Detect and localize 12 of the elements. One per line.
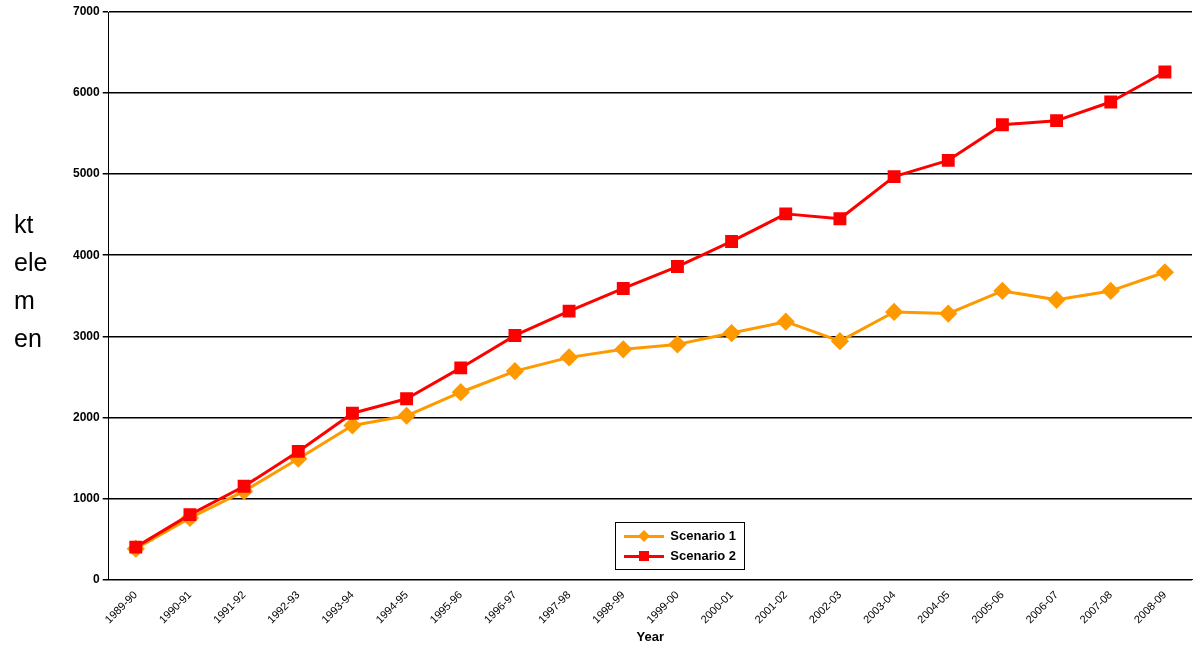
y-tick-label: 6000 bbox=[72, 85, 101, 100]
y-tick-label: 1000 bbox=[72, 490, 101, 505]
y-tick-label: 4000 bbox=[72, 247, 101, 262]
x-axis-title: Year bbox=[636, 628, 665, 644]
y-axis-title: kt elemen bbox=[14, 209, 48, 354]
legend-label: Scenario 1 bbox=[670, 528, 737, 544]
y-tick-label: 2000 bbox=[72, 409, 101, 424]
legend-label: Scenario 2 bbox=[670, 548, 737, 564]
y-tick-label: 7000 bbox=[72, 4, 101, 19]
y-tick-label: 0 bbox=[93, 571, 101, 586]
y-tick-label: 3000 bbox=[72, 328, 101, 343]
y-tick-label: 5000 bbox=[72, 166, 101, 181]
